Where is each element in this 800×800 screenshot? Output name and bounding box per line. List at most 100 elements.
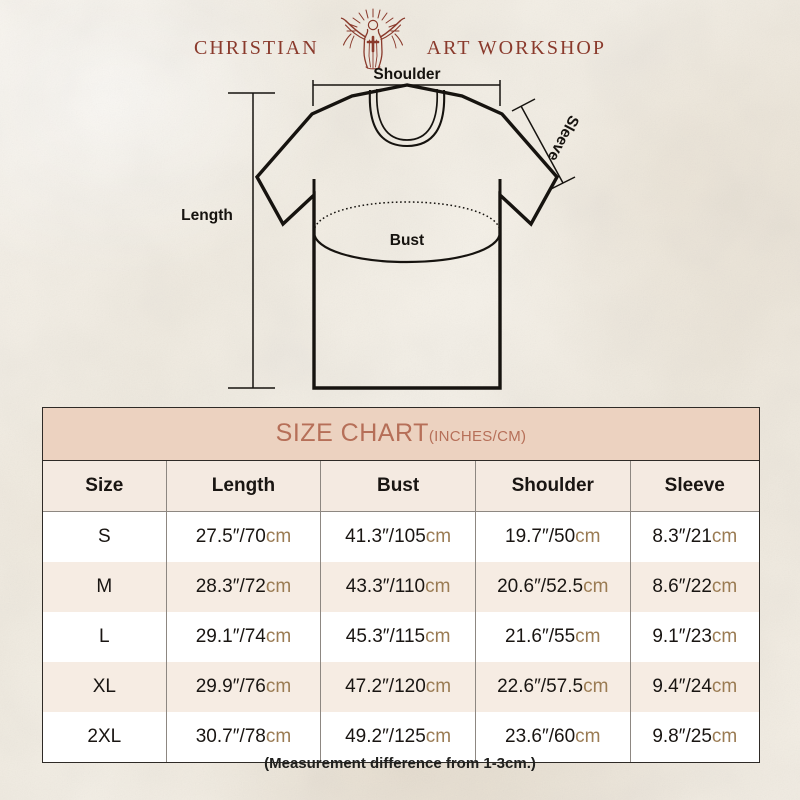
collar-inner <box>375 88 439 141</box>
value-cm-unit: cm <box>583 576 609 597</box>
collar-outer <box>368 89 446 148</box>
cell-size: S <box>43 511 167 562</box>
size-chart-title: SIZE CHART(INCHES/CM) <box>43 408 759 461</box>
bust-label: Bust <box>390 232 424 249</box>
brand-word-right: ART WORKSHOP <box>426 37 606 59</box>
value-inches: 22.6″/57.5 <box>497 676 584 697</box>
value-cm-unit: cm <box>711 626 738 647</box>
value-cm-unit: cm <box>265 626 292 647</box>
column-header-shoulder: Shoulder <box>475 461 631 512</box>
size-chart: SIZE CHART(INCHES/CM) Size Length Bust S… <box>42 407 760 763</box>
cell-bust: 49.2″/125cm <box>320 712 476 762</box>
cell-shoulder: 20.6″/52.5cm <box>475 562 631 612</box>
value-inches: 41.3″/105 <box>345 526 426 547</box>
cell-shoulder: 21.6″/55cm <box>475 612 631 662</box>
cell-size: XL <box>43 662 167 712</box>
length-label: Length <box>181 207 233 224</box>
brand-logo: CHRISTIAN <box>0 2 800 70</box>
value-cm-unit: cm <box>265 676 292 697</box>
value-cm-unit: cm <box>711 676 738 697</box>
value-cm-unit: cm <box>265 576 292 597</box>
value-inches: 27.5″/70 <box>195 526 266 547</box>
cell-sleeve: 9.4″/24cm <box>630 662 759 712</box>
tshirt-measurement-diagram: Shoulder Bust Length Sleeve <box>181 66 582 390</box>
brand-word-left: CHRISTIAN <box>194 37 319 59</box>
column-header-bust: Bust <box>320 461 476 512</box>
value-inches: 9.1″/23 <box>652 626 712 647</box>
value-inches: 8.6″/22 <box>652 576 712 597</box>
value-cm-unit: cm <box>425 576 451 597</box>
value-cm-unit: cm <box>575 626 601 647</box>
tshirt-outline <box>254 83 560 390</box>
cell-bust: 47.2″/120cm <box>320 662 476 712</box>
cell-length: 28.3″/72cm <box>166 562 322 612</box>
left-cuff <box>281 193 316 226</box>
value-cm-unit: cm <box>425 526 452 547</box>
size-chart-table: Size Length Bust Shoulder Sleeve S 27.5″/… <box>43 461 759 762</box>
value-inches: 28.3″/72 <box>195 576 266 597</box>
value-cm-unit: cm <box>425 626 451 647</box>
value-cm-unit: cm <box>265 726 292 747</box>
shoulder-label: Shoulder <box>373 66 440 83</box>
cell-shoulder: 23.6″/60cm <box>475 712 631 762</box>
value-inches: 43.3″/110 <box>345 576 426 597</box>
value-inches: 23.6″/60 <box>505 726 576 747</box>
cell-sleeve: 8.3″/21cm <box>630 512 759 563</box>
right-cuff <box>498 193 533 226</box>
cell-length: 29.9″/76cm <box>166 662 322 712</box>
cell-bust: 41.3″/105cm <box>320 511 476 562</box>
cell-sleeve: 9.8″/25cm <box>630 712 759 762</box>
value-cm-unit: cm <box>575 526 601 547</box>
cell-bust: 43.3″/110cm <box>320 562 476 612</box>
column-header-length: Length <box>166 461 322 512</box>
sleeve-dimension-line <box>511 98 576 190</box>
cell-length: 29.1″/74cm <box>166 612 322 662</box>
size-chart-title-units: (INCHES/CM) <box>428 428 527 445</box>
value-inches: 45.3″/115 <box>345 626 426 647</box>
cell-sleeve: 9.1″/23cm <box>630 612 759 662</box>
value-cm-unit: cm <box>711 576 738 597</box>
value-inches: 47.2″/120 <box>345 676 426 697</box>
risen-christ-icon <box>340 8 405 70</box>
cell-length: 27.5″/70cm <box>166 511 322 562</box>
cell-size: M <box>43 562 167 612</box>
cell-shoulder: 22.6″/57.5cm <box>475 662 631 712</box>
sleeve-label: Sleeve <box>544 112 582 164</box>
cell-length: 30.7″/78cm <box>166 712 322 762</box>
table-row: 2XL 30.7″/78cm 49.2″/125cm 23.6″/60cm 9.8″/2… <box>43 712 759 762</box>
cell-bust: 45.3″/115cm <box>320 612 476 662</box>
value-inches: 21.6″/55 <box>505 626 576 647</box>
value-cm-unit: cm <box>575 726 601 747</box>
column-header-size: Size <box>43 461 167 512</box>
value-cm-unit: cm <box>265 526 292 547</box>
bust-ellipse-front <box>312 231 502 264</box>
table-row: M 28.3″/72cm 43.3″/110cm 20.6″/52.5cm 8.6″/2… <box>43 562 759 612</box>
length-dimension-line <box>228 92 275 389</box>
cell-sleeve: 8.6″/22cm <box>630 562 759 612</box>
cell-size: L <box>43 612 167 662</box>
value-cm-unit: cm <box>425 676 452 697</box>
value-inches: 8.3″/21 <box>652 526 712 547</box>
value-cm-unit: cm <box>711 526 738 547</box>
table-row: XL 29.9″/76cm 47.2″/120cm 22.6″/57.5cm 9.4″/… <box>43 662 759 712</box>
size-chart-title-main: SIZE CHART <box>275 419 429 447</box>
shoulder-dimension-line <box>312 80 501 106</box>
value-inches: 29.9″/76 <box>195 676 266 697</box>
table-header-row: Size Length Bust Shoulder Sleeve <box>43 461 759 512</box>
table-row: L 29.1″/74cm 45.3″/115cm 21.6″/55cm 9.1″/23c… <box>43 612 759 662</box>
value-inches: 9.8″/25 <box>652 726 712 747</box>
value-cm-unit: cm <box>425 726 452 747</box>
value-inches: 20.6″/52.5 <box>497 576 584 597</box>
measurement-note: (Measurement difference from 1-3cm.) <box>264 755 536 772</box>
bust-ellipse-back <box>313 201 501 233</box>
cell-shoulder: 19.7″/50cm <box>475 511 631 562</box>
value-inches: 19.7″/50 <box>505 526 576 547</box>
value-inches: 30.7″/78 <box>195 726 266 747</box>
value-cm-unit: cm <box>711 726 738 747</box>
value-cm-unit: cm <box>583 676 609 697</box>
value-inches: 9.4″/24 <box>652 676 712 697</box>
value-inches: 49.2″/125 <box>345 726 426 747</box>
cell-size: 2XL <box>43 712 167 762</box>
table-row: S 27.5″/70cm 41.3″/105cm 19.7″/50cm 8.3″/21c… <box>43 511 759 563</box>
column-header-sleeve: Sleeve <box>630 461 759 512</box>
